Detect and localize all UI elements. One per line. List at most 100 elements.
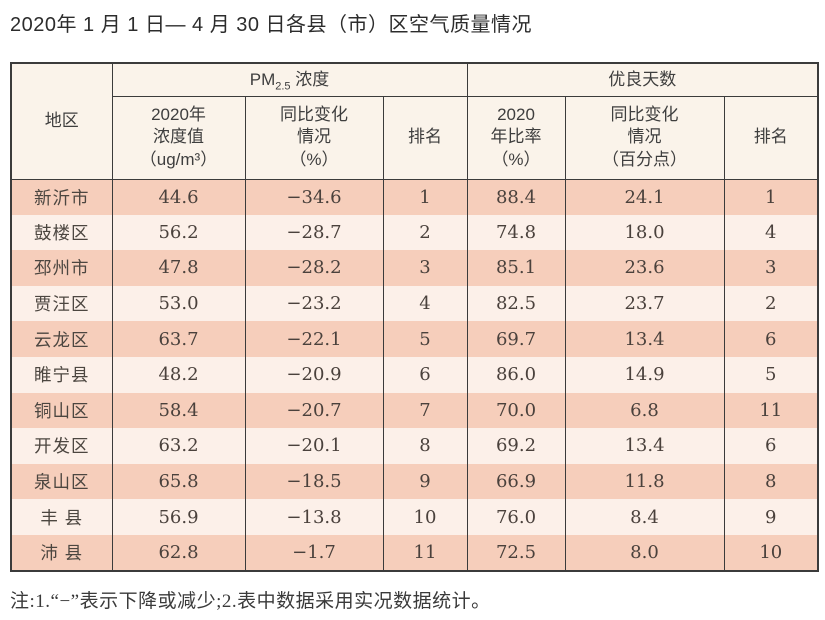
table-row: 泉山区 65.8 −18.5 9 66.9 11.8 8 xyxy=(10,463,819,500)
pm-change-cell: −34.6 xyxy=(244,179,384,215)
table-row: 铜山区 58.4 −20.7 7 70.0 6.8 11 xyxy=(10,392,819,429)
region-cell: 鼓楼区 xyxy=(10,214,113,251)
good-ratio-cell: 66.9 xyxy=(466,463,566,500)
good-change-cell: 23.7 xyxy=(564,285,725,322)
pm-value-cell: 47.8 xyxy=(111,250,246,286)
good-rank-cell: 3 xyxy=(723,250,819,286)
region-cell: 睢宁县 xyxy=(10,356,113,393)
pm-value-cell: 63.2 xyxy=(111,428,246,464)
good-rank-cell: 4 xyxy=(723,214,819,251)
table-row: 邳州市 47.8 −28.2 3 85.1 23.6 3 xyxy=(10,250,819,286)
pm-change-cell: −22.1 xyxy=(244,321,384,357)
region-cell: 丰 县 xyxy=(10,499,113,535)
pm-value-cell: 53.0 xyxy=(111,285,246,322)
region-cell: 泉山区 xyxy=(10,463,113,500)
pm-value-cell: 56.9 xyxy=(111,499,246,535)
table-header: 地区 PM2.5 浓度 优良天数 2020年 浓度值 （ug/m³） 同比变化 … xyxy=(10,62,819,180)
pm-rank-cell: 9 xyxy=(382,463,468,500)
pm-change-cell: −18.5 xyxy=(244,463,384,500)
pm-change-cell: −28.2 xyxy=(244,250,384,286)
pm-rank-cell: 1 xyxy=(382,179,468,215)
pm-change-cell: −1.7 xyxy=(244,534,384,571)
good-change-cell: 24.1 xyxy=(564,179,725,215)
pm-rank-cell: 2 xyxy=(382,214,468,251)
footnote: 注:1.“−”表示下降或减少;2.表中数据采用实况数据统计。 xyxy=(10,591,491,612)
good-ratio-cell: 86.0 xyxy=(466,356,566,393)
good-change-cell: 8.4 xyxy=(564,499,725,535)
table-row: 云龙区 63.7 −22.1 5 69.7 13.4 6 xyxy=(10,321,819,357)
pm-rank-cell: 3 xyxy=(382,250,468,286)
good-ratio-cell: 85.1 xyxy=(466,250,566,286)
good-ratio-cell: 82.5 xyxy=(466,285,566,322)
header-pm-rank: 排名 xyxy=(382,95,468,180)
table-row: 开发区 63.2 −20.1 8 69.2 13.4 6 xyxy=(10,428,819,464)
good-ratio-cell: 69.2 xyxy=(466,428,566,464)
good-change-cell: 23.6 xyxy=(564,250,725,286)
header-pm-group: PM2.5 浓度 xyxy=(111,62,468,97)
region-cell: 沛 县 xyxy=(10,534,113,571)
good-rank-cell: 8 xyxy=(723,463,819,500)
header-good-ratio: 2020 年比率 （%） xyxy=(466,95,566,180)
table-row: 睢宁县 48.2 −20.9 6 86.0 14.9 5 xyxy=(10,356,819,393)
pm-value-cell: 63.7 xyxy=(111,321,246,357)
table-row: 丰 县 56.9 −13.8 10 76.0 8.4 9 xyxy=(10,499,819,535)
page-title: 2020年 1 月 1 日— 4 月 30 日各县（市）区空气质量情况 xyxy=(10,14,533,36)
air-quality-table: 地区 PM2.5 浓度 优良天数 2020年 浓度值 （ug/m³） 同比变化 … xyxy=(10,62,820,572)
pm-label-subscript: 2.5 xyxy=(275,80,291,93)
region-cell: 云龙区 xyxy=(10,321,113,357)
good-ratio-cell: 70.0 xyxy=(466,392,566,429)
good-rank-cell: 5 xyxy=(723,356,819,393)
pm-change-cell: −23.2 xyxy=(244,285,384,322)
region-cell: 铜山区 xyxy=(10,392,113,429)
region-cell: 开发区 xyxy=(10,428,113,464)
pm-change-cell: −13.8 xyxy=(244,499,384,535)
good-change-cell: 6.8 xyxy=(564,392,725,429)
region-cell: 贾汪区 xyxy=(10,285,113,322)
table-row: 新沂市 44.6 −34.6 1 88.4 24.1 1 xyxy=(10,179,819,215)
header-pm-value: 2020年 浓度值 （ug/m³） xyxy=(111,95,246,180)
pm-change-cell: −20.9 xyxy=(244,356,384,393)
good-ratio-cell: 76.0 xyxy=(466,499,566,535)
good-ratio-cell: 74.8 xyxy=(466,214,566,251)
good-change-cell: 11.8 xyxy=(564,463,725,500)
pm-rank-cell: 5 xyxy=(382,321,468,357)
good-rank-cell: 2 xyxy=(723,285,819,322)
table-row: 贾汪区 53.0 −23.2 4 82.5 23.7 2 xyxy=(10,285,819,322)
pm-rank-cell: 8 xyxy=(382,428,468,464)
pm-rank-cell: 6 xyxy=(382,356,468,393)
pm-rank-cell: 10 xyxy=(382,499,468,535)
header-pm-change: 同比变化 情况 （%） xyxy=(244,95,384,180)
pm-change-cell: −20.1 xyxy=(244,428,384,464)
good-rank-cell: 9 xyxy=(723,499,819,535)
pm-change-cell: −20.7 xyxy=(244,392,384,429)
pm-label-prefix: PM xyxy=(249,69,276,89)
table-body: 新沂市 44.6 −34.6 1 88.4 24.1 1 鼓楼区 56.2 −2… xyxy=(10,179,819,571)
pm-value-cell: 56.2 xyxy=(111,214,246,251)
good-change-cell: 8.0 xyxy=(564,534,725,571)
pm-rank-cell: 11 xyxy=(382,534,468,571)
pm-rank-cell: 7 xyxy=(382,392,468,429)
good-rank-cell: 6 xyxy=(723,321,819,357)
region-cell: 邳州市 xyxy=(10,250,113,286)
good-ratio-cell: 69.7 xyxy=(466,321,566,357)
header-region: 地区 xyxy=(10,62,113,180)
good-ratio-cell: 72.5 xyxy=(466,534,566,571)
table-row: 鼓楼区 56.2 −28.7 2 74.8 18.0 4 xyxy=(10,214,819,251)
table-row: 沛 县 62.8 −1.7 11 72.5 8.0 10 xyxy=(10,534,819,571)
good-rank-cell: 11 xyxy=(723,392,819,429)
good-change-cell: 13.4 xyxy=(564,321,725,357)
good-rank-cell: 6 xyxy=(723,428,819,464)
good-change-cell: 14.9 xyxy=(564,356,725,393)
pm-change-cell: −28.7 xyxy=(244,214,384,251)
good-change-cell: 18.0 xyxy=(564,214,725,251)
pm-value-cell: 58.4 xyxy=(111,392,246,429)
pm-rank-cell: 4 xyxy=(382,285,468,322)
pm-label-suffix: 浓度 xyxy=(290,69,330,89)
good-ratio-cell: 88.4 xyxy=(466,179,566,215)
region-cell: 新沂市 xyxy=(10,179,113,215)
header-good-days-group: 优良天数 xyxy=(466,62,819,97)
pm-value-cell: 44.6 xyxy=(111,179,246,215)
pm-value-cell: 65.8 xyxy=(111,463,246,500)
pm-value-cell: 62.8 xyxy=(111,534,246,571)
header-good-change: 同比变化 情况 （百分点） xyxy=(564,95,725,180)
